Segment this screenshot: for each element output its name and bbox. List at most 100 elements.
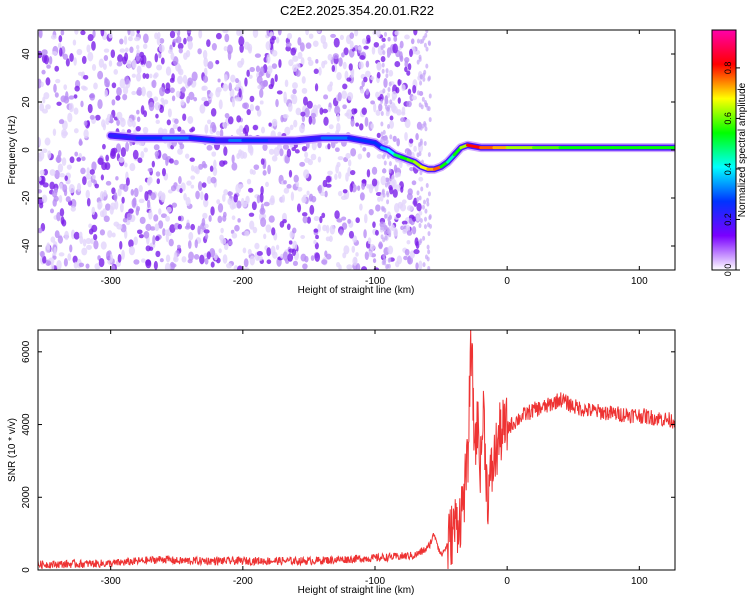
noise-cell [341, 216, 347, 221]
noise-cell [263, 201, 270, 207]
noise-cell [173, 159, 179, 166]
noise-cell [85, 189, 90, 199]
noise-cell [282, 114, 289, 119]
noise-cell [374, 229, 379, 236]
noise-cell [427, 152, 431, 158]
noise-cell [159, 258, 164, 263]
noise-cell [317, 156, 322, 163]
noise-cell [103, 48, 110, 53]
noise-cell [283, 187, 290, 194]
noise-cell [246, 178, 252, 185]
noise-cell [428, 215, 432, 221]
noise-cell [361, 266, 368, 270]
noise-cell [426, 197, 430, 203]
noise-cell [395, 213, 401, 219]
noise-cell [409, 48, 413, 58]
noise-cell [240, 57, 245, 66]
noise-cell [153, 260, 158, 270]
noise-cell [44, 54, 50, 65]
noise-cell [165, 66, 172, 76]
noise-cell [327, 170, 333, 176]
colorbar-tick-label: 0.4 [723, 163, 733, 176]
noise-cell [426, 105, 430, 111]
noise-cell [393, 35, 398, 42]
noise-cell [73, 231, 80, 240]
noise-cell [421, 96, 425, 102]
noise-cell [199, 254, 205, 265]
noise-cell [185, 196, 191, 207]
noise-cell [166, 119, 171, 126]
noise-cell [366, 151, 371, 158]
noise-cell [99, 229, 106, 236]
noise-cell [156, 64, 163, 71]
noise-cell [211, 43, 217, 51]
noise-cell [357, 46, 362, 51]
noise-cell [372, 258, 377, 264]
noise-cell [406, 70, 411, 76]
noise-cell [263, 233, 267, 240]
noise-cell [376, 132, 381, 139]
noise-cell [382, 226, 386, 232]
noise-cell [142, 72, 147, 79]
noise-cell [282, 251, 288, 261]
noise-cell [131, 120, 136, 128]
noise-cell [110, 49, 116, 59]
noise-cell [339, 229, 344, 236]
noise-cell [302, 215, 308, 224]
noise-cell [119, 78, 126, 89]
noise-cell [292, 227, 297, 234]
noise-cell [269, 197, 275, 206]
noise-cell [218, 248, 222, 254]
noise-cell [41, 148, 48, 153]
noise-cell [91, 206, 96, 216]
noise-cell [64, 230, 69, 241]
noise-cell [60, 216, 65, 225]
noise-cell [197, 48, 202, 55]
noise-cell [395, 172, 401, 178]
noise-cell [201, 182, 207, 188]
noise-cell [263, 79, 269, 87]
noise-cell [128, 245, 136, 256]
noise-cell [420, 186, 424, 192]
noise-cell [62, 53, 69, 60]
noise-cell [204, 223, 209, 229]
noise-cell [147, 176, 153, 184]
noise-cell [129, 30, 135, 37]
noise-cell [384, 31, 388, 37]
noise-cell [290, 191, 295, 202]
noise-cell [143, 110, 148, 118]
noise-cell [381, 189, 385, 195]
noise-cell [382, 88, 386, 94]
noise-cell [130, 188, 135, 196]
noise-cell [217, 78, 221, 83]
snr-x-label: Height of straight line (km) [298, 585, 415, 596]
noise-cell [228, 82, 233, 92]
noise-cell [415, 133, 419, 141]
noise-cell [127, 30, 131, 36]
noise-cell [271, 49, 278, 57]
y-tick-label: -40 [21, 238, 32, 253]
noise-cell [262, 143, 268, 151]
noise-cell [46, 64, 51, 69]
noise-cell [309, 204, 315, 215]
noise-cell [321, 212, 326, 219]
noise-cell [271, 227, 276, 236]
noise-cell [389, 120, 394, 129]
noise-cell [98, 58, 105, 68]
noise-cell [368, 184, 374, 194]
noise-cell [231, 215, 236, 221]
noise-cell [277, 30, 282, 36]
noise-cell [168, 238, 174, 247]
noise-cell [165, 254, 171, 263]
noise-cell [83, 129, 89, 139]
noise-cell [98, 257, 105, 268]
noise-cell [404, 131, 408, 141]
noise-cell [63, 189, 68, 197]
noise-cell [290, 47, 297, 56]
noise-cell [406, 239, 411, 245]
noise-cell [295, 63, 301, 69]
noise-cell [210, 176, 217, 184]
noise-cell [318, 66, 322, 76]
noise-cell [310, 112, 317, 119]
noise-cell [215, 32, 222, 40]
